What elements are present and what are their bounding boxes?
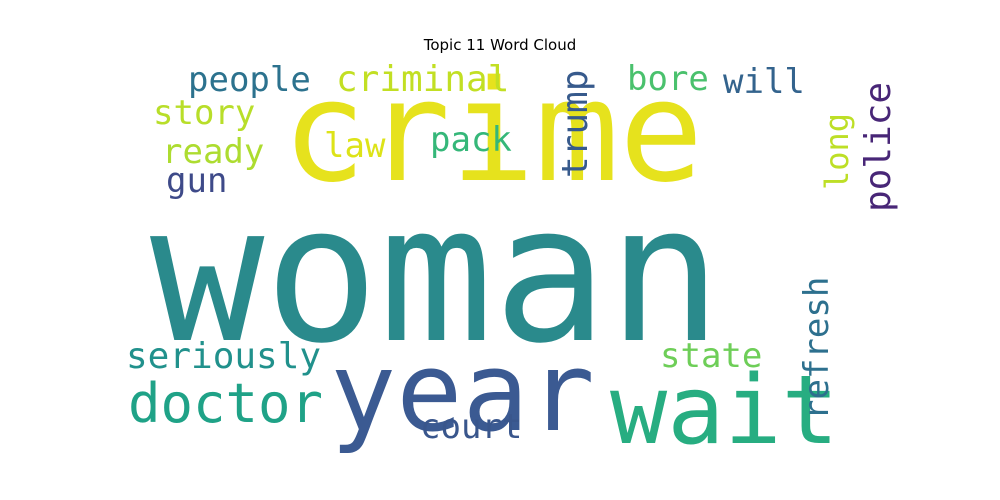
word-will: will (723, 62, 805, 102)
word-court: court (420, 407, 522, 447)
word-criminal: criminal (336, 59, 509, 100)
word-refresh: refresh (797, 277, 837, 420)
chart-title: Topic 11 Word Cloud (423, 36, 577, 54)
word-story: story (153, 93, 255, 133)
word-trump: trump (555, 70, 596, 178)
word-ready: ready (162, 132, 264, 172)
word-people: people (188, 60, 311, 100)
word-long: long (818, 113, 856, 190)
word-woman: woman (150, 164, 722, 385)
word-bore: bore (627, 59, 709, 99)
word-doctor: doctor (128, 372, 323, 435)
word-crime: crime (282, 51, 703, 214)
word-seriously: seriously (126, 336, 321, 377)
word-state: state (660, 336, 762, 376)
word-year: year (330, 328, 595, 456)
word-police: police (858, 82, 899, 212)
word-law: law (324, 126, 386, 166)
word-gun: gun (166, 161, 227, 201)
word-pack: pack (430, 120, 512, 160)
word-wait: wait (610, 356, 839, 466)
